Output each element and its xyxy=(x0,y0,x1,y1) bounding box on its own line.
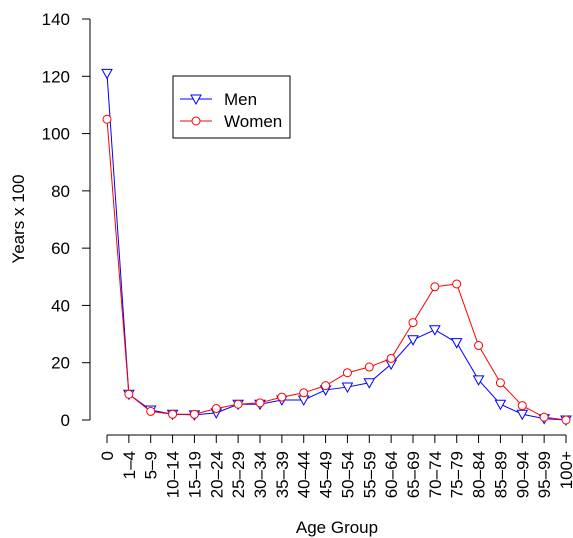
x-tick-label: 85–89 xyxy=(491,451,510,498)
x-tick-label: 35–39 xyxy=(273,451,292,498)
y-axis: 0 20 40 60 80 100 120 140 xyxy=(42,10,91,430)
x-tick-label: 1–4 xyxy=(120,451,139,479)
data-point-men xyxy=(472,375,485,386)
series-line-women xyxy=(106,119,567,421)
y-axis-title: Years x 100 xyxy=(9,174,28,263)
data-point-men xyxy=(407,335,419,346)
legend: Men Women xyxy=(172,75,291,139)
x-tick-label: 65–69 xyxy=(404,451,423,498)
data-point-women xyxy=(386,353,396,363)
data-point-women xyxy=(495,378,505,388)
series-men xyxy=(101,68,572,427)
series-women xyxy=(102,114,571,425)
data-point-women xyxy=(211,404,221,414)
data-point-men xyxy=(494,399,507,411)
x-tick-label: 70–74 xyxy=(426,451,445,498)
x-tick-label: 30–34 xyxy=(251,451,270,498)
x-axis-title: Age Group xyxy=(296,518,378,537)
x-tick-label: 40–44 xyxy=(295,451,314,498)
data-point-women xyxy=(342,368,352,378)
x-tick-label: 80–84 xyxy=(470,451,489,498)
data-point-women xyxy=(146,406,156,416)
y-tick-label: 140 xyxy=(42,10,70,29)
x-tick-label: 45–49 xyxy=(317,451,336,498)
data-point-women xyxy=(233,399,243,409)
x-tick-label: 50–54 xyxy=(338,451,357,498)
x-tick-label: 0 xyxy=(98,451,117,460)
data-point-women xyxy=(124,389,134,399)
data-point-women xyxy=(277,392,287,402)
data-point-women xyxy=(168,409,178,419)
data-point-women xyxy=(189,409,199,419)
y-tick-label: 40 xyxy=(51,296,70,315)
x-tick-label: 95–99 xyxy=(535,451,554,498)
y-tick-label: 60 xyxy=(51,239,70,258)
y-tick-label: 0 xyxy=(61,411,70,430)
legend-marker-men xyxy=(190,94,202,106)
data-point-women xyxy=(430,282,440,292)
x-tick-label: 20–24 xyxy=(207,451,226,498)
y-tick-label: 100 xyxy=(42,125,70,144)
data-point-men xyxy=(341,382,354,394)
x-tick-label: 90–94 xyxy=(513,451,532,498)
y-tick-label: 80 xyxy=(51,182,70,201)
x-tick-label: 55–59 xyxy=(360,451,379,498)
data-point-women xyxy=(561,415,571,425)
data-point-women xyxy=(474,341,484,351)
legend-label-men: Men xyxy=(224,90,257,109)
legend-box xyxy=(172,75,291,139)
data-point-women xyxy=(517,401,527,411)
y-tick-label: 20 xyxy=(51,354,70,373)
data-point-men xyxy=(101,68,113,80)
legend-label-women: Women xyxy=(224,112,282,131)
x-axis: 0 1–4 5–9 10–14 15–19 20–24 25–29 30–34 35–39 40–… xyxy=(98,434,573,498)
x-tick-label: 5–9 xyxy=(142,451,161,479)
data-point-men xyxy=(363,378,376,389)
y-tick-label: 120 xyxy=(42,67,70,86)
data-point-women xyxy=(452,279,462,289)
x-tick-label: 75–79 xyxy=(448,451,467,498)
legend-marker-women xyxy=(191,116,201,126)
x-tick-label: 15–19 xyxy=(185,451,204,498)
data-point-women xyxy=(299,388,309,398)
data-point-women xyxy=(408,318,418,328)
series-layer xyxy=(101,68,572,427)
x-tick-label: 10–14 xyxy=(164,451,183,498)
data-point-men xyxy=(516,409,529,421)
data-point-women xyxy=(255,398,265,408)
data-point-women xyxy=(364,362,374,372)
x-tick-label: 100+ xyxy=(557,451,573,489)
data-point-women xyxy=(539,412,549,422)
data-point-men xyxy=(429,325,441,336)
data-point-men xyxy=(450,338,463,349)
x-tick-label: 60–64 xyxy=(382,451,401,498)
x-tick-label: 25–29 xyxy=(229,451,248,498)
data-point-women xyxy=(102,114,112,124)
data-point-women xyxy=(321,381,331,391)
